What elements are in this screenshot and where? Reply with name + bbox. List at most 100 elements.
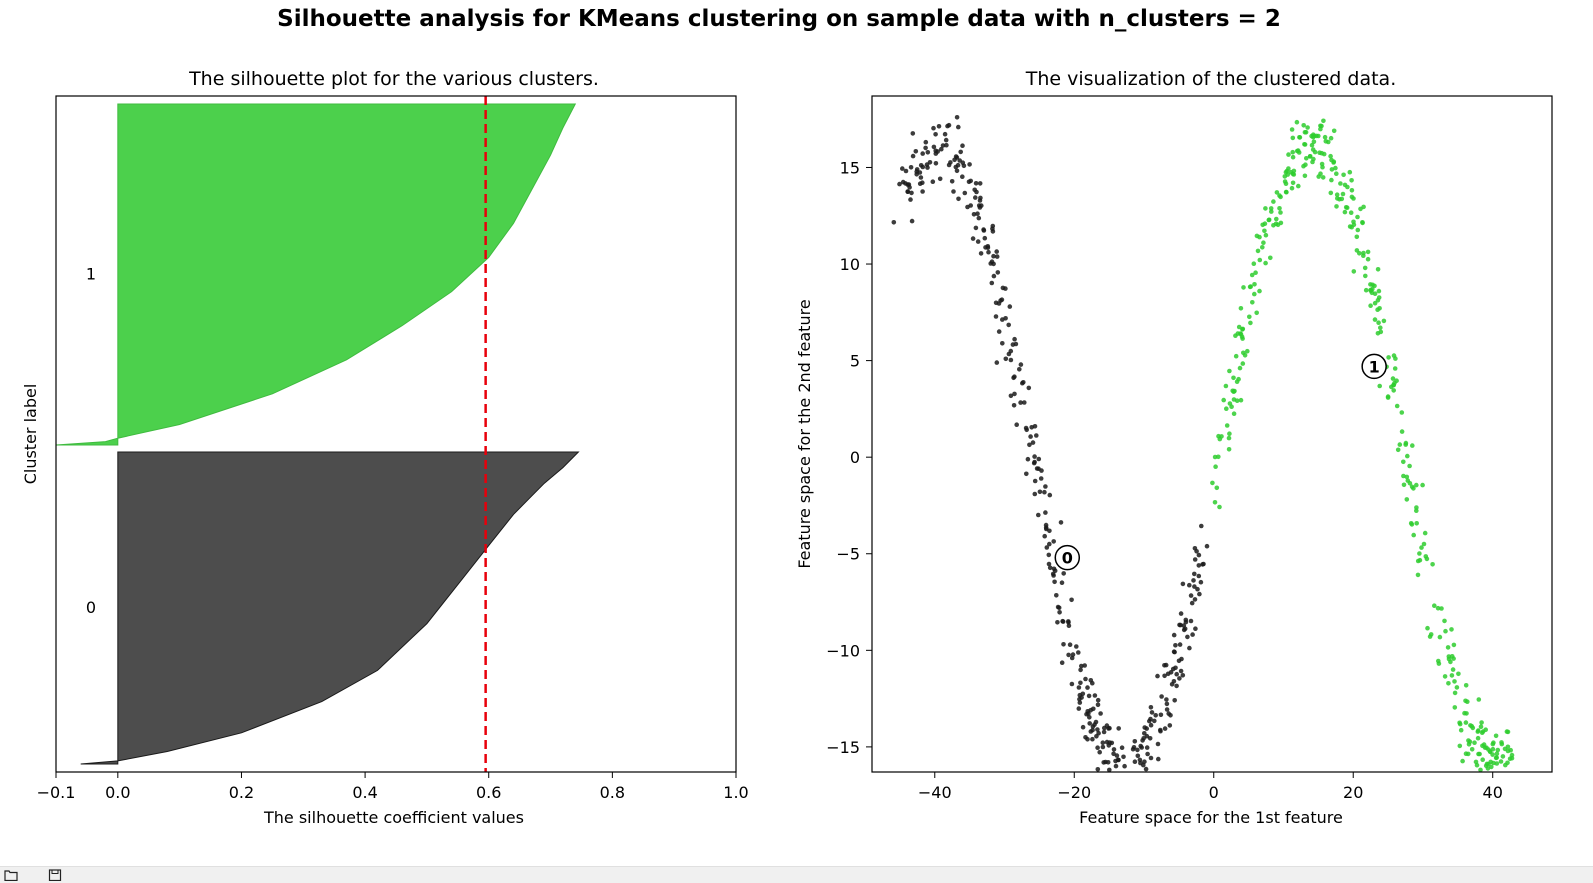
data-point (900, 179, 906, 185)
data-point (996, 329, 1002, 334)
figure-toolbar (0, 866, 1593, 883)
data-point (1302, 130, 1308, 135)
data-point (1248, 284, 1253, 289)
silhouette-y-label: Cluster label (21, 384, 40, 485)
data-point (1121, 754, 1126, 760)
data-point (1196, 552, 1202, 558)
data-point (1260, 245, 1265, 250)
data-point (1415, 558, 1421, 564)
data-point (1378, 329, 1384, 335)
data-point (946, 122, 952, 128)
data-point (1316, 133, 1321, 139)
data-point (1050, 571, 1056, 577)
data-point (1378, 325, 1383, 331)
data-point (1437, 634, 1443, 640)
data-point (909, 190, 914, 196)
data-point (1442, 618, 1447, 624)
data-point (1171, 632, 1177, 638)
data-point (1386, 355, 1391, 360)
data-point (1090, 736, 1095, 742)
x-tick-label: 0.4 (352, 783, 377, 802)
data-point (1047, 492, 1053, 498)
data-point (1479, 720, 1484, 725)
data-point (1456, 671, 1461, 677)
data-point (1319, 123, 1324, 129)
data-point (1047, 528, 1052, 534)
data-point (1393, 356, 1398, 361)
data-point (1480, 743, 1485, 749)
data-point (1328, 153, 1333, 159)
data-point (1341, 172, 1346, 178)
data-point (1176, 658, 1182, 664)
data-point (1349, 188, 1355, 193)
data-point (1274, 190, 1280, 195)
data-point (1323, 139, 1329, 144)
data-point (986, 249, 991, 255)
data-point (1391, 388, 1396, 393)
data-point (1414, 482, 1419, 488)
data-point (1076, 685, 1082, 690)
data-point (909, 218, 915, 224)
data-point (920, 180, 925, 185)
data-point (1268, 255, 1273, 261)
save-icon[interactable] (48, 869, 62, 881)
data-point (1030, 440, 1036, 445)
x-tick-label: 40 (1483, 783, 1503, 802)
scatter-x-ticks: −40 −20 0 20 40 (918, 772, 1503, 802)
data-point (1273, 221, 1279, 227)
data-point (1430, 562, 1435, 567)
data-point (914, 167, 920, 172)
data-point (1100, 744, 1106, 750)
data-point (994, 254, 1000, 259)
data-point (1074, 644, 1079, 649)
data-point (1055, 620, 1060, 625)
data-point (1472, 740, 1477, 745)
data-point (1180, 673, 1186, 678)
data-point (1189, 600, 1195, 606)
data-point (1419, 545, 1424, 550)
folder-icon[interactable] (4, 869, 18, 881)
data-point (1159, 694, 1164, 699)
data-point (1399, 429, 1405, 434)
data-point (1436, 661, 1442, 666)
data-point (1102, 725, 1107, 731)
data-point (1414, 505, 1419, 510)
data-point (1277, 206, 1282, 211)
data-point (1361, 204, 1366, 210)
data-point (1174, 683, 1179, 689)
data-point (998, 298, 1003, 303)
data-point (1054, 593, 1059, 598)
data-point (1263, 206, 1268, 211)
data-point (1032, 478, 1038, 484)
data-point (1156, 756, 1161, 762)
data-point (1334, 204, 1339, 209)
data-point (977, 198, 983, 203)
data-point (1372, 291, 1378, 297)
data-point (1320, 175, 1326, 180)
data-point (979, 203, 984, 208)
data-point (1290, 135, 1296, 141)
data-point (1043, 525, 1049, 530)
data-point (1240, 361, 1246, 366)
scatter-y-label: Feature space for the 2nd feature (795, 299, 814, 568)
data-point (1454, 685, 1460, 690)
data-point (1376, 288, 1382, 294)
data-point (1407, 481, 1413, 486)
data-point (1377, 383, 1382, 389)
data-point (1262, 221, 1268, 226)
data-point (1199, 523, 1204, 529)
data-point (1227, 368, 1232, 374)
data-point (1061, 571, 1066, 576)
figure-suptitle: Silhouette analysis for KMeans clusterin… (277, 6, 1281, 32)
data-point (931, 144, 937, 150)
data-point (1147, 736, 1153, 741)
data-point (920, 164, 926, 170)
y-tick-label: 15 (840, 158, 860, 177)
data-point (1401, 459, 1406, 465)
data-point (1442, 674, 1448, 679)
data-point (914, 172, 919, 177)
data-point (939, 146, 944, 152)
data-point (1411, 486, 1416, 491)
data-point (973, 181, 979, 186)
data-point (1463, 720, 1469, 725)
